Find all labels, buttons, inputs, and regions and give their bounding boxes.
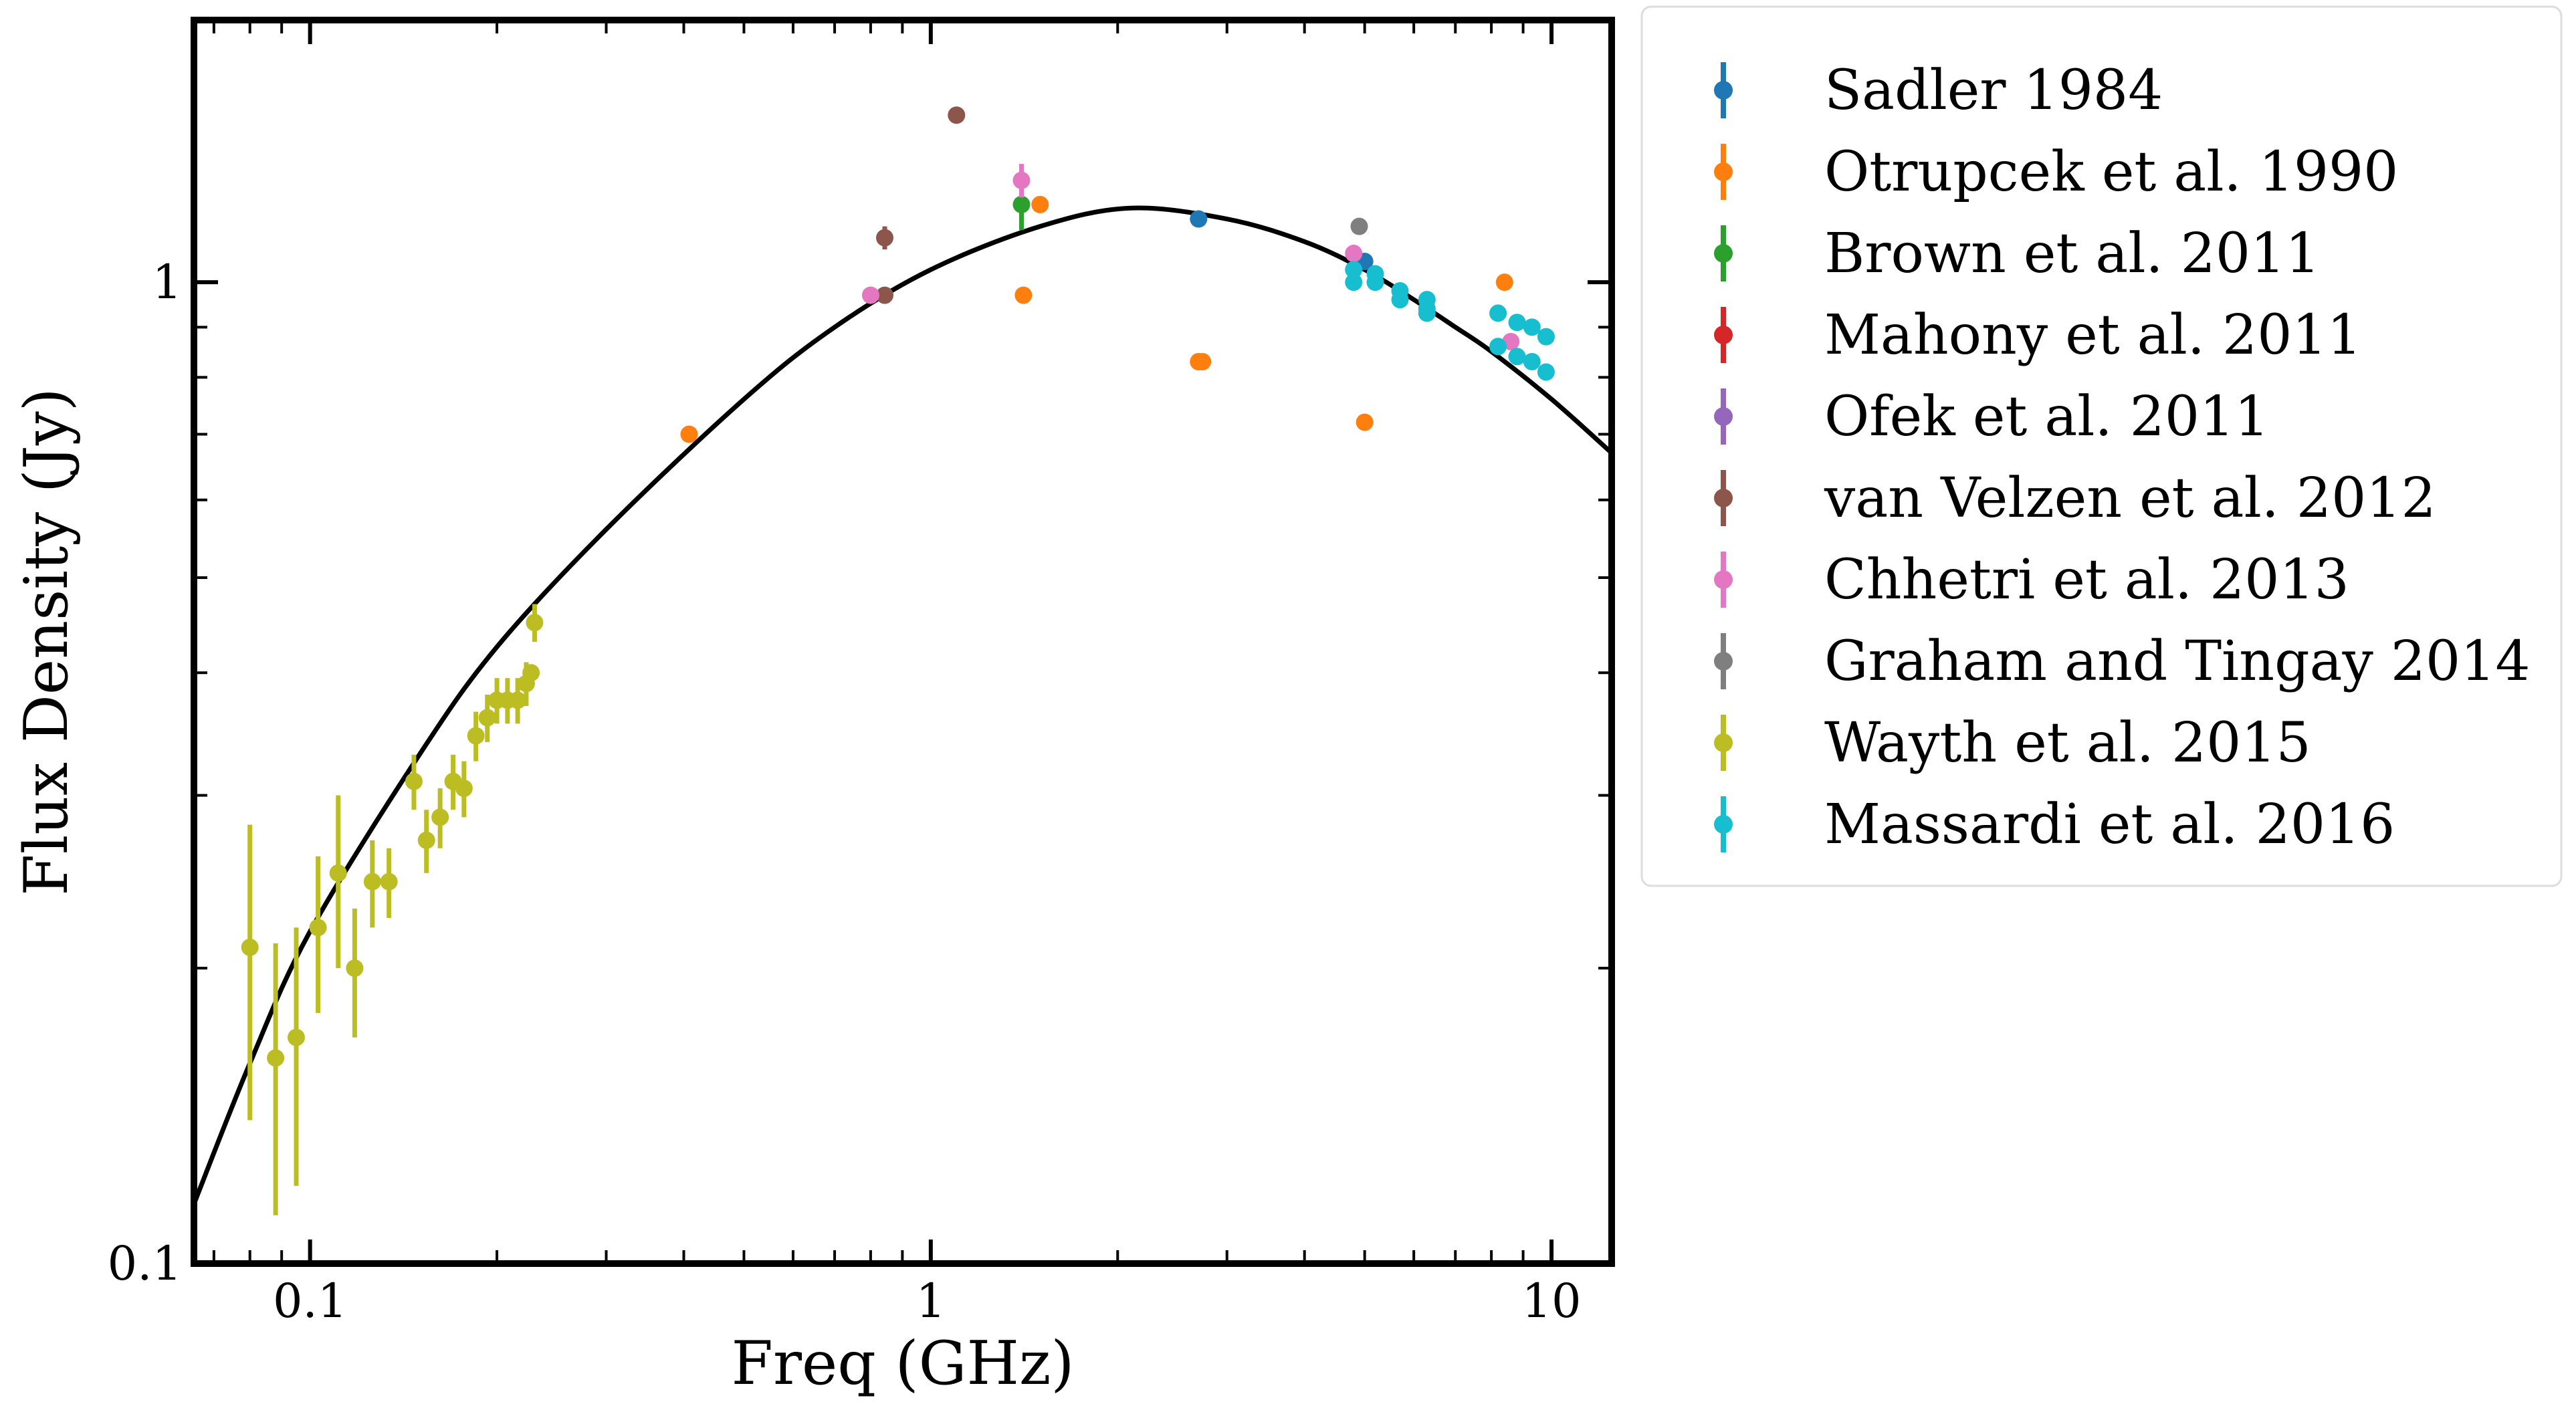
- data-point: [287, 1028, 305, 1046]
- data-point: [1012, 195, 1031, 213]
- x-tick-label: 1: [916, 1274, 946, 1328]
- series-1: [680, 195, 1513, 443]
- legend-marker-icon: [1714, 244, 1733, 263]
- data-point: [876, 286, 894, 304]
- legend-frame: [1640, 5, 2563, 887]
- data-point: [1031, 195, 1049, 213]
- data-point: [1508, 348, 1526, 366]
- x-tick-label: 0.1: [273, 1274, 347, 1328]
- legend-item: van Velzen et al. 2012: [1714, 467, 2436, 530]
- series-9: [1345, 261, 1555, 381]
- data-point: [1537, 363, 1555, 381]
- data-point: [455, 780, 473, 798]
- data-point: [522, 664, 540, 682]
- legend-marker-icon: [1714, 570, 1733, 589]
- legend-marker-icon: [1714, 81, 1733, 100]
- data-point: [680, 425, 698, 443]
- data-point: [948, 106, 966, 124]
- data-point: [1489, 304, 1507, 322]
- legend-marker-icon: [1714, 733, 1733, 752]
- data-point: [467, 727, 485, 745]
- legend-marker-icon: [1714, 326, 1733, 344]
- legend-item: Chhetri et al. 2013: [1714, 548, 2349, 612]
- legend-item: Massardi et al. 2016: [1714, 793, 2395, 856]
- data-point: [1537, 328, 1555, 346]
- y-axis-title: Flux Density (Jy): [11, 388, 82, 896]
- data-point: [1523, 318, 1541, 336]
- data-point: [1345, 245, 1363, 263]
- y-tick-label: 1: [152, 255, 182, 310]
- legend-marker-icon: [1714, 489, 1733, 507]
- series-7: [1350, 217, 1368, 235]
- data-point: [509, 691, 527, 709]
- y-tick-label: 0.1: [108, 1236, 182, 1291]
- legend-label: Chhetri et al. 2013: [1824, 548, 2349, 612]
- data-point: [1495, 273, 1513, 291]
- data-point: [1418, 300, 1436, 318]
- data-point: [1508, 314, 1526, 332]
- legend-marker-icon: [1714, 407, 1733, 426]
- x-tick-label: 10: [1522, 1274, 1582, 1328]
- data-point: [1194, 352, 1212, 370]
- data-point: [1356, 413, 1374, 431]
- legend-label: Sadler 1984: [1824, 59, 2163, 122]
- data-point: [876, 229, 894, 247]
- data-point: [380, 872, 398, 891]
- data-point: [309, 919, 327, 937]
- data-point: [526, 614, 544, 632]
- data-point: [1012, 171, 1031, 189]
- x-axis-title: Freq (GHz): [732, 1328, 1075, 1399]
- data-point: [417, 831, 435, 849]
- legend-item: Ofek et al. 2011: [1714, 385, 2269, 449]
- legend-item: Graham and Tingay 2014: [1714, 630, 2531, 693]
- legend-marker-icon: [1714, 652, 1733, 671]
- data-point: [1523, 352, 1541, 370]
- data-point: [1014, 286, 1033, 304]
- data-point: [478, 709, 496, 727]
- data-point: [329, 864, 347, 882]
- data-point: [1345, 261, 1363, 279]
- data-point: [1489, 338, 1507, 356]
- series-8: [241, 604, 544, 1215]
- legend-item: Brown et al. 2011: [1714, 222, 2320, 285]
- legend-label: Mahony et al. 2011: [1824, 304, 2362, 367]
- legend-label: Wayth et al. 2015: [1824, 711, 2311, 775]
- legend-item: Sadler 1984: [1714, 59, 2163, 122]
- legend: Sadler 1984 Otrupcek et al. 1990 Brown et …: [1640, 5, 2563, 887]
- legend-item: Otrupcek et al. 1990: [1714, 140, 2398, 204]
- legend-label: Ofek et al. 2011: [1824, 385, 2269, 449]
- data-point: [267, 1049, 285, 1067]
- legend-marker-icon: [1714, 162, 1733, 181]
- legend-label: van Velzen et al. 2012: [1824, 467, 2436, 530]
- data-point: [363, 872, 381, 891]
- data-point: [431, 808, 449, 826]
- legend-label: Otrupcek et al. 1990: [1824, 140, 2398, 204]
- data-point: [1345, 273, 1363, 291]
- legend-item: Wayth et al. 2015: [1714, 711, 2311, 775]
- data-point: [1350, 217, 1368, 235]
- legend-label: Graham and Tingay 2014: [1824, 630, 2531, 693]
- legend-item: Mahony et al. 2011: [1714, 304, 2362, 367]
- data-point: [346, 959, 364, 977]
- data-point: [1190, 210, 1208, 228]
- series-5: [876, 106, 966, 304]
- data-point: [241, 939, 259, 957]
- data-point: [405, 772, 423, 790]
- legend-label: Massardi et al. 2016: [1824, 793, 2395, 856]
- fit-curve: [194, 205, 1612, 1205]
- data-point: [1366, 265, 1384, 283]
- plot-frame: [191, 17, 1615, 1267]
- legend-label: Brown et al. 2011: [1824, 222, 2320, 285]
- data-point: [861, 286, 879, 304]
- legend-marker-icon: [1714, 815, 1733, 834]
- data-point: [1391, 291, 1409, 309]
